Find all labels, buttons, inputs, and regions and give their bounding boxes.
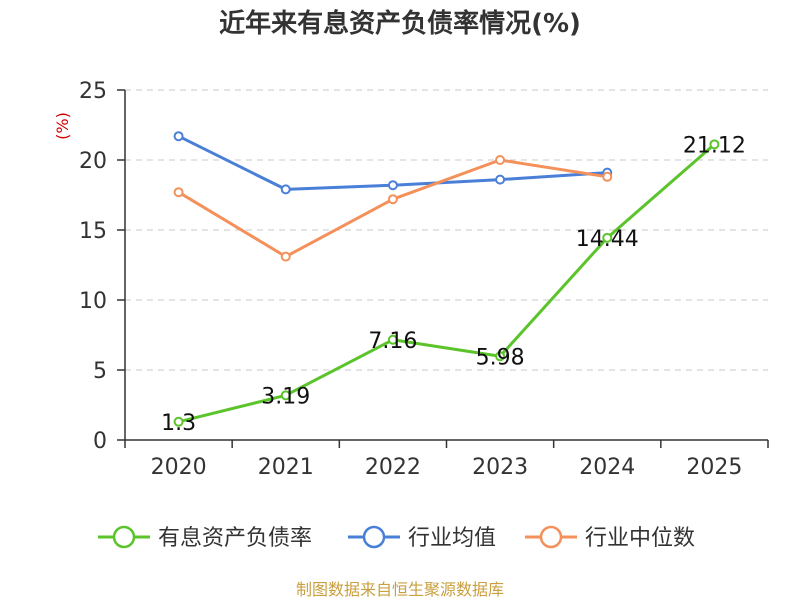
legend-label: 行业均值 bbox=[408, 526, 496, 551]
legend-marker bbox=[112, 525, 136, 549]
series-line bbox=[178, 143, 716, 424]
y-tick-label: 20 bbox=[79, 149, 107, 174]
legend-marker bbox=[362, 525, 386, 549]
data-point bbox=[709, 139, 720, 150]
data-point bbox=[495, 174, 506, 185]
data-label: 21.12 bbox=[683, 133, 746, 158]
data-point bbox=[602, 232, 613, 243]
data-point bbox=[602, 171, 613, 182]
series-line bbox=[177, 158, 608, 259]
legend-label: 有息资产负债率 bbox=[158, 526, 312, 551]
legend: 有息资产负债率 行业均值 行业中位数 bbox=[98, 525, 695, 551]
data-point bbox=[173, 416, 184, 427]
data-point bbox=[173, 187, 184, 198]
chart-title: 近年来有息资产负债率情况(%) bbox=[219, 8, 581, 39]
data-label: 14.44 bbox=[576, 227, 639, 252]
x-tick-label: 2020 bbox=[151, 455, 207, 480]
legend-label: 行业中位数 bbox=[585, 526, 695, 551]
data-point bbox=[495, 155, 506, 165]
data-label: 1.3 bbox=[161, 411, 196, 436]
data-label: 3.19 bbox=[261, 384, 310, 409]
x-tick-label: 2023 bbox=[472, 455, 528, 480]
series-layer bbox=[173, 131, 720, 427]
data-point bbox=[280, 390, 291, 401]
data-point bbox=[280, 251, 291, 262]
data-point bbox=[387, 334, 398, 345]
y-tick-label: 25 bbox=[79, 79, 107, 104]
y-axis-unit-label: (%) bbox=[53, 112, 72, 140]
grid-lines bbox=[125, 89, 768, 371]
data-label: 7.16 bbox=[368, 329, 417, 354]
x-tick-label: 2022 bbox=[365, 455, 421, 480]
data-point bbox=[495, 351, 506, 362]
data-point bbox=[280, 184, 291, 195]
data-point bbox=[173, 131, 184, 142]
data-point bbox=[387, 180, 398, 191]
source-note: 制图数据来自恒生聚源数据库 bbox=[296, 580, 504, 599]
data-labels: 1.3 3.19 7.16 5.98 14.44 21.12 bbox=[161, 133, 746, 435]
y-tick-label: 10 bbox=[79, 289, 107, 314]
legend-marker bbox=[539, 525, 563, 549]
y-tick-label: 0 bbox=[93, 429, 107, 454]
y-tick-label: 15 bbox=[79, 219, 107, 244]
data-point bbox=[387, 194, 398, 205]
x-tick-label: 2024 bbox=[579, 455, 635, 480]
x-tick-label: 2021 bbox=[258, 455, 314, 480]
y-tick-label: 5 bbox=[93, 359, 107, 384]
x-tick-label: 2025 bbox=[686, 455, 742, 480]
data-label: 5.98 bbox=[476, 345, 525, 370]
